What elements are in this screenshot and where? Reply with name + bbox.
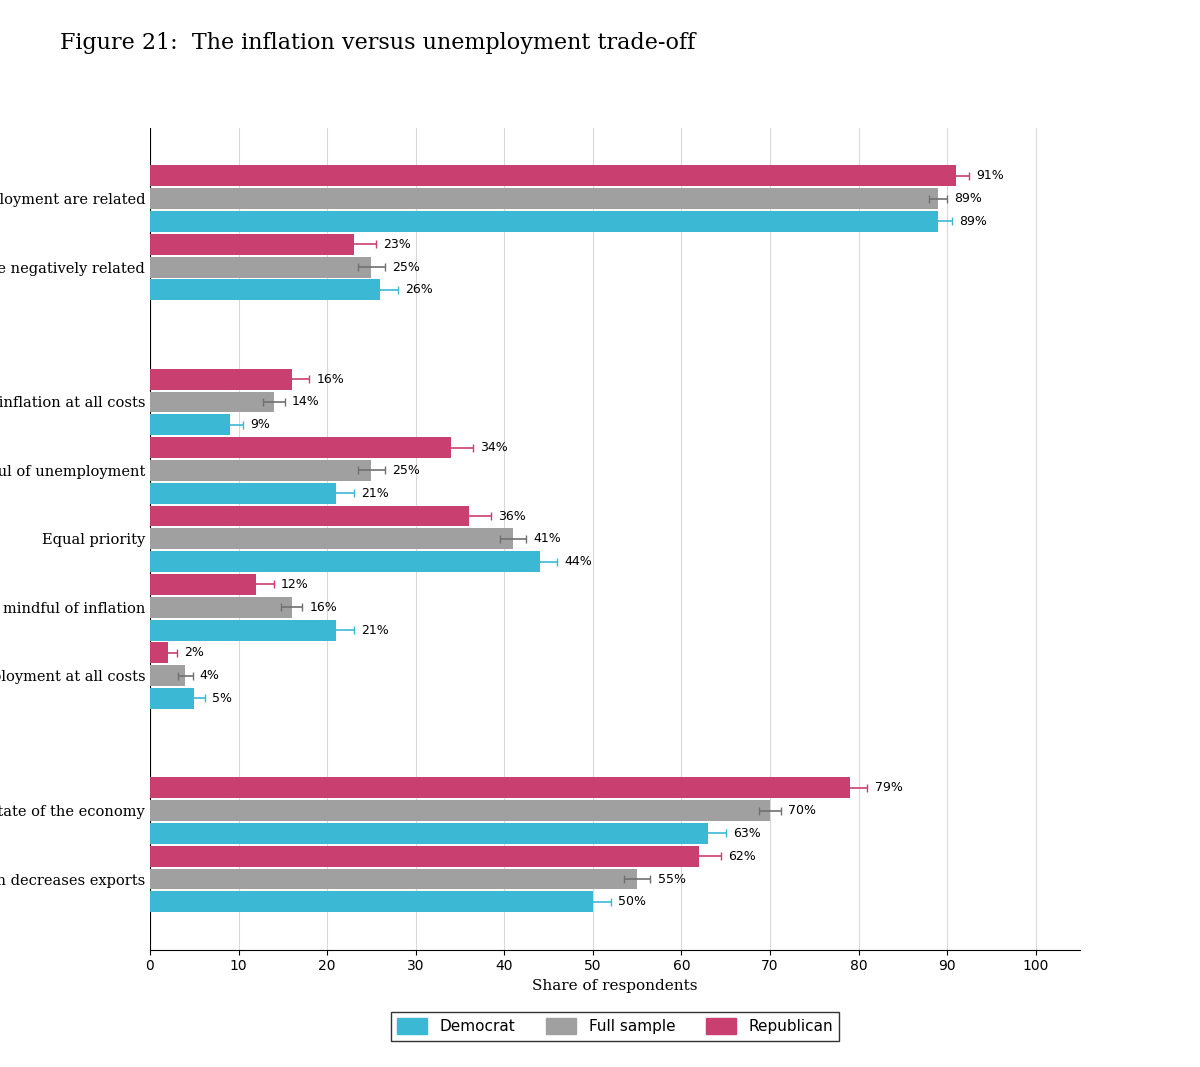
- Text: 36%: 36%: [498, 510, 526, 523]
- Bar: [150, 234, 354, 255]
- Text: 79%: 79%: [875, 781, 902, 794]
- Text: 70%: 70%: [787, 805, 816, 817]
- Bar: [150, 778, 850, 798]
- Bar: [150, 506, 469, 526]
- Bar: [150, 552, 540, 572]
- Bar: [150, 482, 336, 504]
- Text: 89%: 89%: [954, 192, 982, 205]
- Text: 2%: 2%: [184, 647, 204, 659]
- Text: 50%: 50%: [618, 895, 646, 908]
- Text: 5%: 5%: [212, 692, 232, 705]
- Bar: [150, 846, 700, 866]
- Text: 44%: 44%: [564, 555, 593, 568]
- Text: 63%: 63%: [733, 827, 761, 840]
- Bar: [150, 574, 257, 595]
- Text: 62%: 62%: [728, 849, 756, 863]
- Text: 21%: 21%: [361, 623, 389, 637]
- Bar: [150, 665, 186, 686]
- Text: 16%: 16%: [317, 372, 344, 385]
- Bar: [150, 414, 229, 435]
- Text: 25%: 25%: [391, 260, 420, 273]
- Text: 9%: 9%: [250, 418, 270, 431]
- Text: 91%: 91%: [977, 170, 1004, 182]
- Text: 14%: 14%: [292, 396, 319, 409]
- Bar: [150, 460, 372, 481]
- Bar: [150, 642, 168, 664]
- Text: 23%: 23%: [383, 238, 410, 251]
- Bar: [150, 800, 770, 822]
- Text: 26%: 26%: [406, 284, 433, 297]
- Bar: [150, 437, 451, 458]
- Text: 89%: 89%: [959, 214, 986, 228]
- Bar: [150, 596, 292, 618]
- Bar: [150, 280, 380, 300]
- Bar: [150, 823, 708, 844]
- Text: 55%: 55%: [658, 873, 685, 886]
- Bar: [150, 256, 372, 277]
- Text: 12%: 12%: [281, 578, 308, 591]
- Bar: [150, 211, 938, 232]
- Bar: [150, 188, 938, 209]
- Text: 21%: 21%: [361, 487, 389, 499]
- Text: 25%: 25%: [391, 464, 420, 477]
- Bar: [150, 869, 637, 890]
- Bar: [150, 369, 292, 389]
- Bar: [150, 891, 593, 912]
- Text: 4%: 4%: [199, 669, 220, 682]
- Text: 41%: 41%: [534, 532, 562, 545]
- Legend: Democrat, Full sample, Republican: Democrat, Full sample, Republican: [391, 1013, 839, 1040]
- Text: 16%: 16%: [310, 601, 337, 614]
- X-axis label: Share of respondents: Share of respondents: [533, 978, 697, 993]
- Bar: [150, 688, 194, 708]
- Bar: [150, 620, 336, 640]
- Bar: [150, 528, 514, 550]
- Text: Figure 21:  The inflation versus unemployment trade-off: Figure 21: The inflation versus unemploy…: [60, 32, 695, 54]
- Text: 34%: 34%: [480, 441, 508, 455]
- Bar: [150, 165, 956, 187]
- Bar: [150, 392, 274, 413]
